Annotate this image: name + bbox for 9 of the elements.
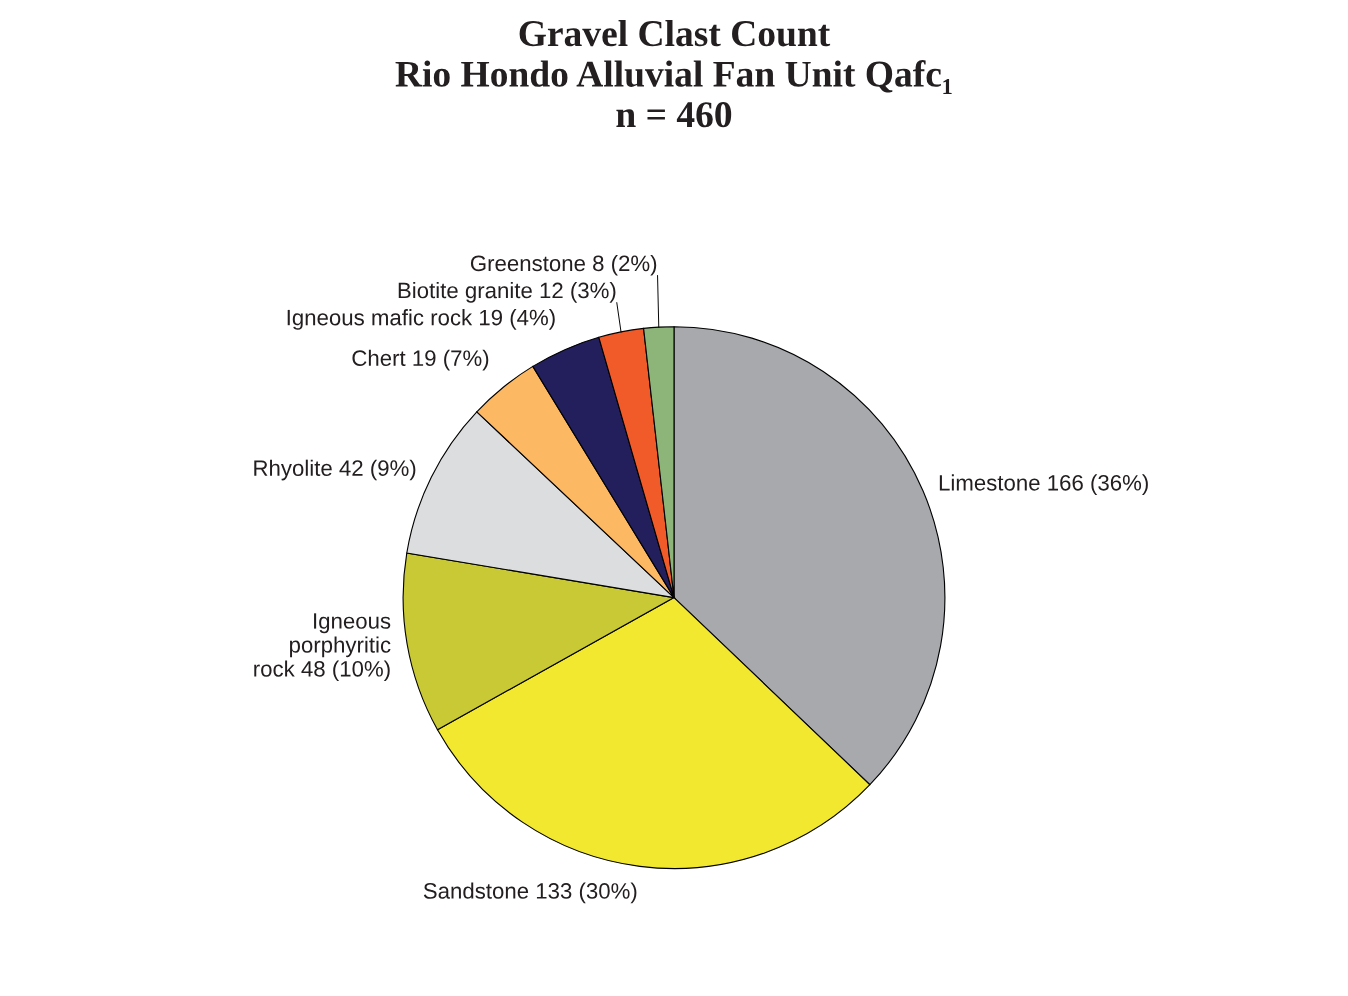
slice-label: Sandstone 133 (30%) [423,882,637,904]
slice-label: Igneous mafic rock 19 (4%) [287,309,555,330]
slice-label: Biotite granite 12 (3%) [398,282,616,303]
slice-label: Greenstone 8 (2%) [470,254,657,276]
slice-label: Limestone 166 (36%) [939,474,1148,496]
slice-label: Rhyolite 42 (9%) [254,459,416,481]
slice-label: Igneous porphyritic rock 48 (10%) [254,613,391,682]
chart-title: Gravel Clast Count Rio Hondo Alluvial Fan Unit Qafc₁ n = 460 [395,19,952,128]
slice-label: Chert 19 (7%) [352,349,489,371]
